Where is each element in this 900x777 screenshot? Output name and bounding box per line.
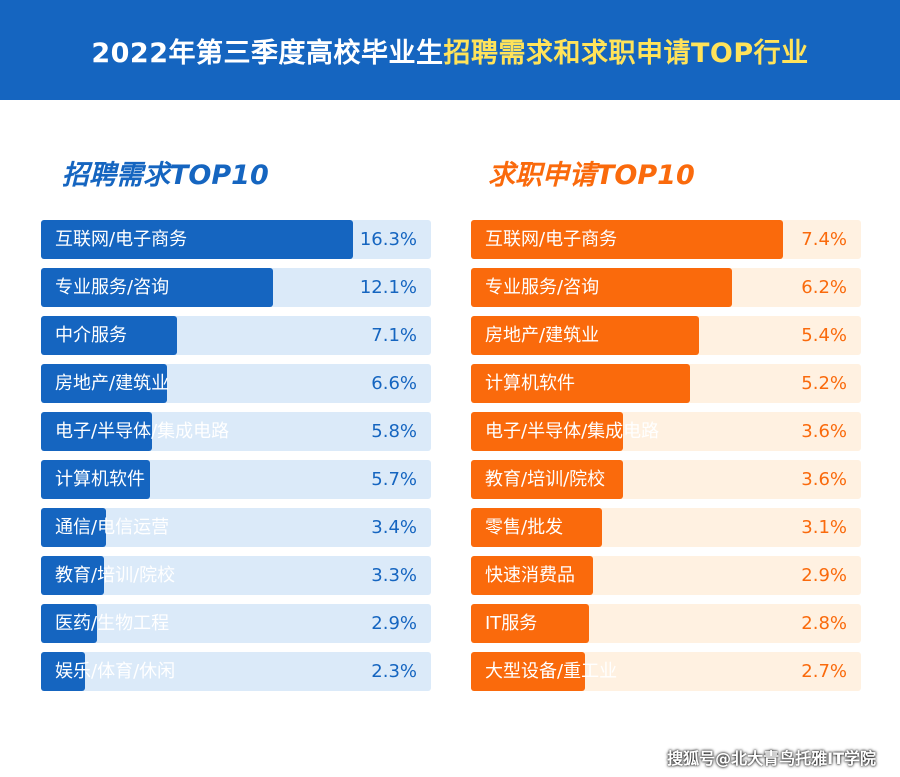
bar [41, 652, 86, 691]
bar-value-label: 2.8% [801, 613, 847, 634]
bar-row: 中介服务 7.1% [41, 316, 431, 355]
bar-value-label: 3.3% [371, 565, 417, 586]
bar-value-label: 7.1% [371, 325, 417, 346]
bar [471, 460, 623, 499]
bar-value-label: 2.3% [371, 661, 417, 682]
bar-track [41, 556, 431, 595]
bar [41, 412, 153, 451]
bar-track [41, 652, 431, 691]
bar-category-label: 电子/半导体/集成电路 [485, 421, 660, 442]
bar-category-label: 教育/培训/院校 [485, 469, 606, 490]
job-application-chart: 互联网/电子商务 7.4% 专业服务/咨询 6.2% 房地产/建筑业 5.4% 计算机软件 5… [471, 220, 861, 700]
bar-row: 计算机软件 5.2% [471, 364, 861, 403]
bar-value-label: 6.6% [371, 373, 417, 394]
bar [471, 364, 691, 403]
bar-value-label: 3.4% [371, 517, 417, 538]
bar-row: 电子/半导体/集成电路 5.8% [41, 412, 431, 451]
page-header: 2022年第三季度高校毕业生 招聘需求和求职申请TOP行业 [0, 0, 900, 100]
bar [41, 508, 107, 547]
bar-row: 娱乐/体育/休闲 2.3% [41, 652, 431, 691]
bar-category-label: 专业服务/咨询 [485, 277, 600, 298]
recruitment-demand-title: 招聘需求TOP10 [62, 159, 269, 191]
bar-category-label: 快速消费品 [485, 565, 575, 586]
job-application-title: 求职申请TOP10 [488, 159, 695, 191]
bar-row: IT服务 2.8% [471, 604, 861, 643]
bar-category-label: 医药/生物工程 [55, 613, 170, 634]
bar-value-label: 3.6% [801, 421, 847, 442]
page-title-part1: 2022年第三季度高校毕业生 [91, 37, 444, 69]
bar-row: 房地产/建筑业 6.6% [41, 364, 431, 403]
bar-row: 电子/半导体/集成电路 3.6% [471, 412, 861, 451]
bar [41, 604, 97, 643]
bar-value-label: 3.6% [801, 469, 847, 490]
bar-category-label: 计算机软件 [485, 373, 575, 394]
bar [471, 652, 585, 691]
bar-row: 专业服务/咨询 12.1% [41, 268, 431, 307]
bar-row: 房地产/建筑业 5.4% [471, 316, 861, 355]
bar [471, 508, 602, 547]
bar [471, 604, 590, 643]
bar [471, 220, 783, 259]
bar-category-label: IT服务 [485, 613, 538, 634]
bar-value-label: 7.4% [801, 229, 847, 250]
bar [471, 412, 623, 451]
bar [471, 316, 699, 355]
bar-row: 快速消费品 2.9% [471, 556, 861, 595]
bar-category-label: 大型设备/重工业 [485, 661, 618, 682]
bar [41, 460, 151, 499]
bar-category-label: 专业服务/咨询 [55, 277, 170, 298]
bar-category-label: 通信/电信运营 [55, 517, 170, 538]
bar-value-label: 2.9% [371, 613, 417, 634]
bar-category-label: 互联网/电子商务 [485, 229, 618, 250]
bar-value-label: 5.4% [801, 325, 847, 346]
bar-row: 互联网/电子商务 7.4% [471, 220, 861, 259]
bar-row: 教育/培训/院校 3.6% [471, 460, 861, 499]
bar-category-label: 房地产/建筑业 [485, 325, 600, 346]
bar-row: 互联网/电子商务 16.3% [41, 220, 431, 259]
bar-value-label: 16.3% [359, 229, 417, 250]
bar-row: 专业服务/咨询 6.2% [471, 268, 861, 307]
bar-value-label: 5.7% [371, 469, 417, 490]
page-title-part2: 招聘需求和求职申请TOP行业 [443, 37, 809, 69]
bar-value-label: 6.2% [801, 277, 847, 298]
bar [471, 556, 594, 595]
bar-category-label: 房地产/建筑业 [55, 373, 170, 394]
bar-value-label: 5.2% [801, 373, 847, 394]
bar-category-label: 计算机软件 [55, 469, 145, 490]
bar [41, 268, 273, 307]
bar-row: 零售/批发 3.1% [471, 508, 861, 547]
bar-category-label: 零售/批发 [485, 517, 564, 538]
bar-row: 大型设备/重工业 2.7% [471, 652, 861, 691]
bar [41, 316, 177, 355]
bar [41, 220, 353, 259]
bar-category-label: 中介服务 [55, 325, 127, 346]
bar [41, 364, 168, 403]
watermark: 搜狐号@北大青鸟托雅IT学院 [667, 749, 876, 768]
bar-row: 计算机软件 5.7% [41, 460, 431, 499]
bar-value-label: 2.9% [801, 565, 847, 586]
bar-row: 教育/培训/院校 3.3% [41, 556, 431, 595]
bar-category-label: 电子/半导体/集成电路 [55, 421, 230, 442]
bar-value-label: 5.8% [371, 421, 417, 442]
bar-category-label: 教育/培训/院校 [55, 565, 176, 586]
bar-value-label: 2.7% [801, 661, 847, 682]
bar-category-label: 娱乐/体育/休闲 [55, 661, 176, 682]
bar-value-label: 12.1% [359, 277, 417, 298]
bar-row: 医药/生物工程 2.9% [41, 604, 431, 643]
bar-value-label: 3.1% [801, 517, 847, 538]
bar [41, 556, 105, 595]
bar-row: 通信/电信运营 3.4% [41, 508, 431, 547]
bar-track [41, 604, 431, 643]
bar [471, 268, 733, 307]
recruitment-demand-chart: 互联网/电子商务 16.3% 专业服务/咨询 12.1% 中介服务 7.1% 房地产/建筑业… [41, 220, 431, 700]
bar-category-label: 互联网/电子商务 [55, 229, 188, 250]
